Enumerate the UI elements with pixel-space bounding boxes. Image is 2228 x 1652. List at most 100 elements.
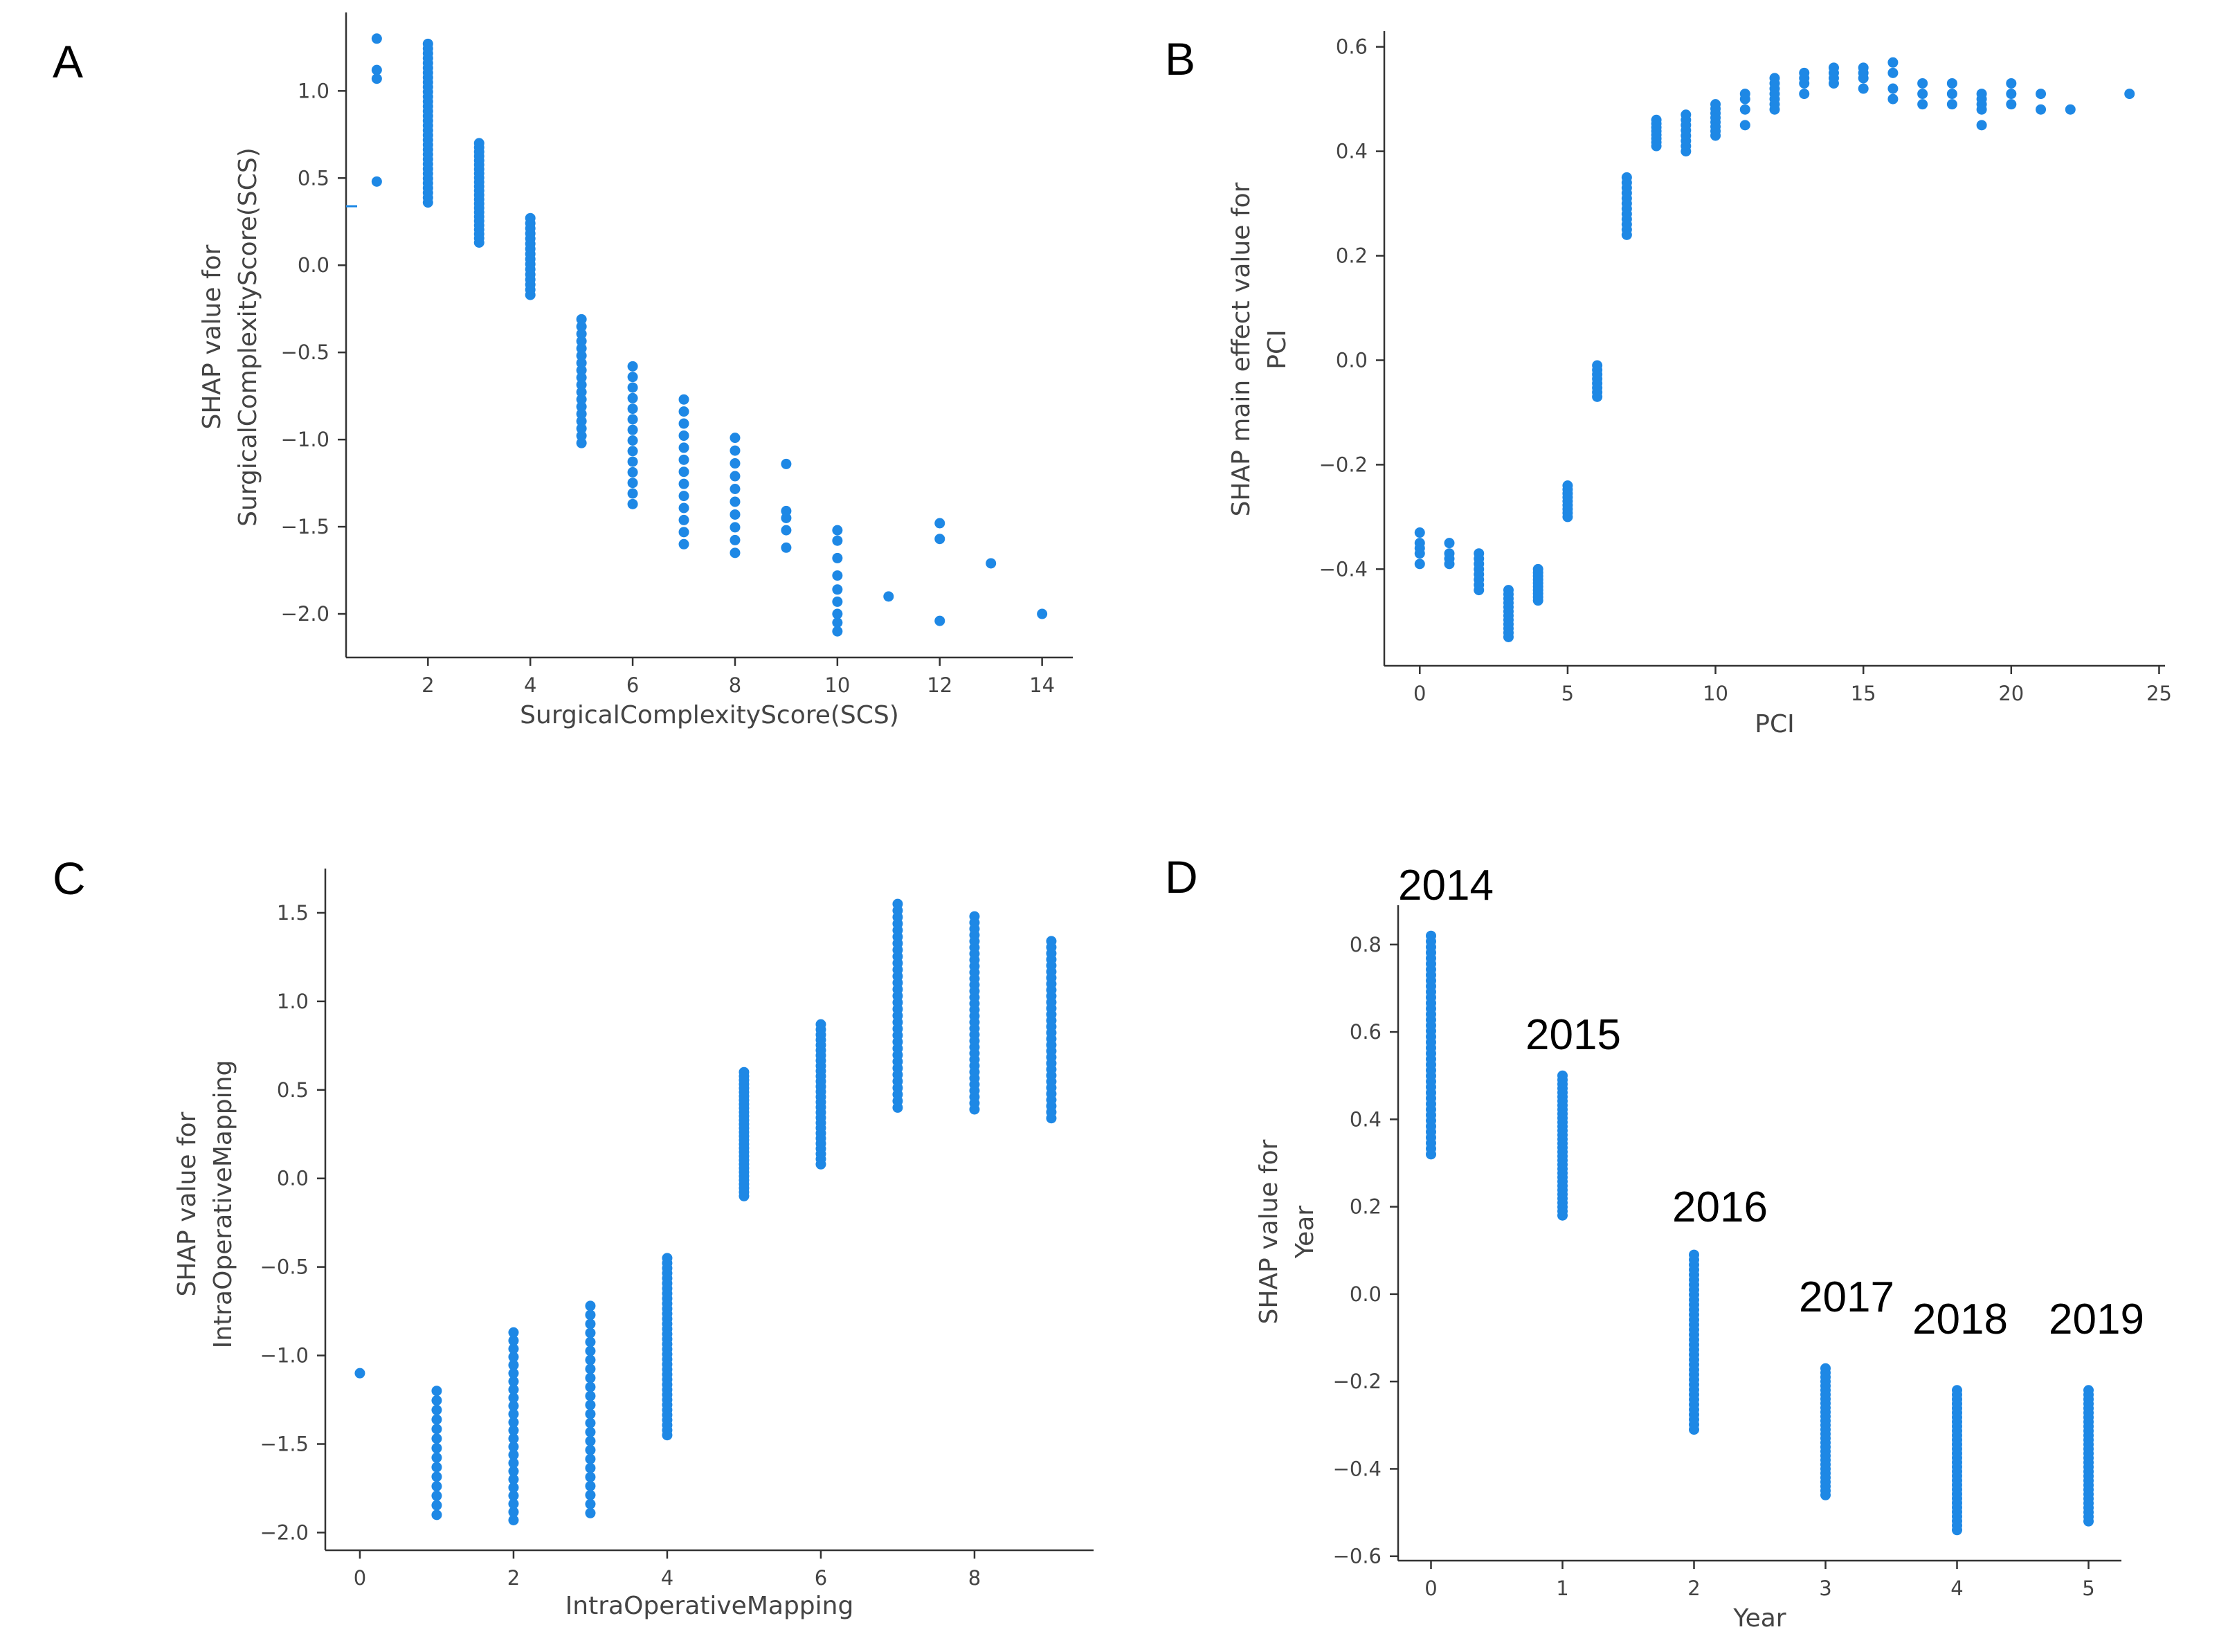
x-axis-label: IntraOperativeMapping [565, 1592, 854, 1620]
x-axis-label: PCI [1755, 710, 1794, 738]
data-point [832, 535, 843, 546]
x-tick-label: 0 [1413, 682, 1426, 705]
data-point [2036, 104, 2047, 115]
y-tick-label: −2.0 [281, 602, 329, 626]
data-point [832, 596, 843, 607]
year-annotation: 2015 [1525, 1011, 1621, 1059]
data-point [508, 1352, 519, 1363]
data-point [508, 1433, 519, 1444]
data-point [508, 1335, 519, 1346]
y-tick-label: 0.5 [298, 166, 329, 190]
data-point [678, 418, 689, 429]
data-point [1739, 104, 1750, 115]
data-point [431, 1452, 442, 1463]
data-point [576, 343, 587, 354]
x-tick-label: 2 [507, 1566, 520, 1590]
data-point [1046, 936, 1057, 947]
data-point [883, 591, 894, 602]
data-point [508, 1507, 519, 1518]
data-point [1917, 99, 1928, 110]
data-point [508, 1490, 519, 1501]
y-tick-label: −1.0 [260, 1344, 309, 1368]
data-point [627, 403, 638, 415]
y-tick-label: 0.0 [277, 1167, 309, 1190]
data-point [1426, 930, 1436, 941]
x-tick-label: 10 [824, 673, 850, 697]
data-point [730, 496, 741, 507]
data-point [1681, 109, 1692, 120]
data-point [371, 64, 382, 75]
x-tick-label: 6 [626, 673, 639, 697]
data-point [627, 372, 638, 383]
data-point [576, 387, 587, 398]
y-tick-label: 0.6 [1336, 35, 1368, 59]
data-point [627, 466, 638, 478]
data-point [1532, 563, 1543, 574]
panel-letter-a: A [53, 36, 83, 87]
y-axis-label: SHAP main effect value for [1227, 182, 1256, 516]
data-point [1474, 548, 1485, 559]
y-tick-label: −0.5 [260, 1255, 309, 1279]
data-point [1917, 89, 1928, 100]
x-tick-label: 4 [524, 673, 536, 697]
data-point [576, 416, 587, 427]
y-tick-label: −2.0 [260, 1521, 309, 1544]
data-point [678, 430, 689, 441]
data-point [739, 1066, 750, 1078]
data-point [678, 478, 689, 489]
x-tick-label: 20 [1998, 682, 2024, 705]
y-tick-label: 0.2 [1336, 244, 1368, 268]
y-tick-label: −0.4 [1319, 557, 1368, 581]
data-point [832, 570, 843, 581]
data-point [1414, 559, 1425, 570]
data-point [815, 1019, 826, 1030]
x-tick-label: 4 [661, 1566, 673, 1590]
x-tick-label: 3 [1819, 1577, 1831, 1600]
data-point [627, 424, 638, 435]
data-point [1739, 89, 1750, 100]
panel-letter-d: D [1165, 851, 1198, 902]
data-point [508, 1458, 519, 1469]
y-tick-label: 0.4 [1336, 140, 1368, 163]
data-point [627, 478, 638, 489]
y-axis-label: SHAP value for [198, 244, 226, 429]
data-point [1557, 1070, 1568, 1081]
data-point [508, 1417, 519, 1428]
data-point [585, 1390, 596, 1401]
data-point [1503, 585, 1514, 596]
y-tick-label: 0.0 [298, 253, 329, 277]
data-point [1739, 120, 1750, 131]
x-tick-label: 14 [1029, 673, 1055, 697]
y-tick-label: 1.5 [277, 901, 309, 925]
data-point [2083, 1385, 2094, 1396]
data-point [627, 446, 638, 457]
data-point [2006, 89, 2017, 100]
data-point [678, 538, 689, 550]
data-point [576, 365, 587, 376]
data-point [576, 401, 587, 412]
y-tick-label: 1.0 [298, 79, 329, 102]
x-tick-label: 2 [422, 673, 434, 697]
data-point [576, 437, 587, 448]
data-point [730, 534, 741, 545]
data-point [1946, 99, 1957, 110]
data-point [585, 1444, 596, 1455]
data-point [585, 1372, 596, 1383]
data-point [431, 1424, 442, 1435]
data-point [431, 1442, 442, 1453]
data-point [934, 615, 945, 626]
data-point [585, 1453, 596, 1464]
data-point [525, 212, 536, 224]
data-point [1621, 172, 1632, 183]
data-point [576, 336, 587, 347]
data-point [576, 357, 587, 368]
data-point [585, 1462, 596, 1473]
data-point [508, 1327, 519, 1338]
data-point [627, 392, 638, 403]
data-point [585, 1363, 596, 1374]
data-point [934, 534, 945, 545]
data-point [371, 176, 382, 187]
data-point [585, 1300, 596, 1311]
data-point [1887, 57, 1899, 68]
data-point [585, 1336, 596, 1347]
